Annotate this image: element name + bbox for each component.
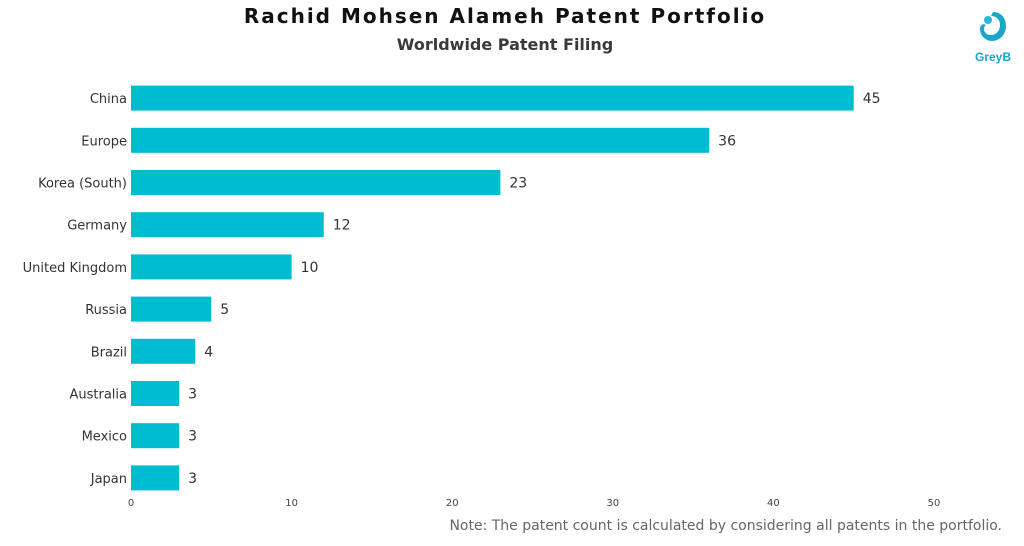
brand-logo: GreyB bbox=[970, 8, 1016, 68]
data-label: 12 bbox=[333, 218, 351, 234]
bar bbox=[131, 423, 180, 449]
bar bbox=[131, 170, 501, 195]
data-label: 5 bbox=[220, 302, 229, 318]
data-label: 3 bbox=[188, 387, 197, 403]
data-label: 45 bbox=[863, 91, 881, 107]
data-label: 4 bbox=[204, 344, 213, 360]
x-tick-label: 20 bbox=[446, 498, 459, 509]
category-label: Brazil bbox=[91, 345, 127, 360]
greyb-logo-icon bbox=[980, 12, 1006, 41]
bar bbox=[131, 212, 324, 238]
brand-logo-text: GreyB bbox=[974, 50, 1012, 64]
chart-subtitle: Worldwide Patent Filing bbox=[396, 35, 614, 54]
category-label: Russia bbox=[85, 303, 127, 318]
x-tick-label: 40 bbox=[767, 498, 780, 509]
bar bbox=[131, 254, 292, 280]
category-label: United Kingdom bbox=[23, 261, 127, 276]
data-label: 23 bbox=[509, 176, 527, 192]
bar bbox=[131, 381, 180, 406]
category-label: Europe bbox=[81, 134, 127, 149]
category-label: Japan bbox=[90, 472, 127, 487]
bar bbox=[131, 338, 196, 364]
category-label: China bbox=[90, 92, 127, 107]
category-label: Mexico bbox=[82, 430, 127, 445]
category-label: Australia bbox=[69, 388, 127, 403]
data-label: 10 bbox=[301, 260, 319, 276]
data-label: 3 bbox=[188, 471, 197, 487]
bar bbox=[131, 465, 180, 491]
bar bbox=[131, 85, 854, 111]
footnote: Note: The patent count is calculated by … bbox=[449, 518, 1002, 534]
data-label: 3 bbox=[188, 429, 197, 445]
x-tick-label: 30 bbox=[606, 498, 619, 509]
bar bbox=[131, 296, 212, 322]
bar bbox=[131, 127, 710, 153]
category-label: Germany bbox=[67, 219, 127, 234]
x-tick-label: 10 bbox=[285, 498, 298, 509]
x-tick-label: 0 bbox=[128, 498, 134, 509]
chart-title: Rachid Mohsen Alameh Patent Portfolio bbox=[243, 4, 767, 28]
category-label: Korea (South) bbox=[38, 177, 127, 192]
data-label: 36 bbox=[718, 133, 736, 149]
x-tick-label: 50 bbox=[928, 498, 941, 509]
